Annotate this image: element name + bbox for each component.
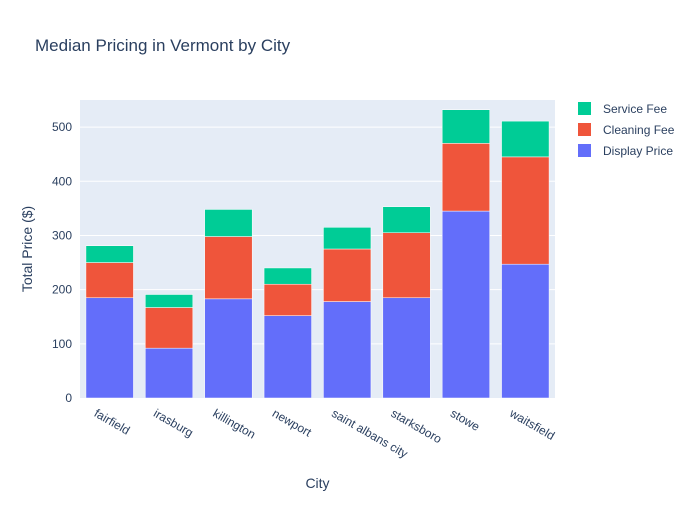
bar-cleaning-fee[interactable] (145, 307, 194, 349)
bar-service-fee[interactable] (323, 227, 372, 250)
bars (85, 109, 550, 399)
bar-service-fee[interactable] (145, 294, 194, 308)
legend-item[interactable]: Cleaning Fee (578, 123, 675, 137)
legend-swatch (578, 102, 591, 115)
bar-display-price[interactable] (501, 263, 550, 399)
bar-display-price[interactable] (441, 210, 490, 399)
x-tick-label: stowe (448, 406, 482, 434)
y-tick-label: 0 (65, 391, 72, 405)
x-tick-label: waitsfield (507, 406, 558, 443)
x-tick-label: fairfield (92, 406, 133, 437)
bar-cleaning-fee[interactable] (501, 156, 550, 265)
y-tick-label: 300 (52, 228, 72, 242)
x-tick-label: newport (270, 406, 315, 440)
legend-label: Service Fee (603, 102, 667, 116)
chart-title: Median Pricing in Vermont by City (35, 36, 291, 55)
bar-display-price[interactable] (204, 298, 253, 399)
x-tick-label: irasburg (151, 406, 196, 440)
bar-service-fee[interactable] (382, 206, 431, 233)
y-tick-label: 500 (52, 120, 72, 134)
legend-label: Cleaning Fee (603, 123, 675, 137)
bar-display-price[interactable] (382, 297, 431, 399)
y-tick-label: 100 (52, 337, 72, 351)
y-axis-ticks: 0 100 200 300 400 500 (52, 120, 72, 405)
bar-service-fee[interactable] (263, 267, 312, 285)
bar-service-fee[interactable] (204, 209, 253, 237)
bar-cleaning-fee[interactable] (204, 236, 253, 300)
legend-label: Display Price (603, 144, 673, 158)
legend-swatch (578, 123, 591, 136)
legend-swatch (578, 144, 591, 157)
bar-service-fee[interactable] (85, 245, 134, 263)
x-axis-ticks: fairfield irasburg killington newport saint … (92, 406, 557, 461)
legend[interactable]: Service Fee Cleaning Fee Display Price (578, 102, 675, 158)
legend-item[interactable]: Service Fee (578, 102, 667, 116)
x-tick-label: killington (211, 406, 258, 441)
bar-cleaning-fee[interactable] (441, 143, 490, 212)
bar-service-fee[interactable] (441, 109, 490, 144)
bar-service-fee[interactable] (501, 120, 550, 158)
bar-display-price[interactable] (85, 297, 134, 399)
bar-cleaning-fee[interactable] (323, 248, 372, 302)
legend-item[interactable]: Display Price (578, 144, 673, 158)
bar-cleaning-fee[interactable] (263, 283, 312, 316)
bar-display-price[interactable] (263, 315, 312, 399)
bar-display-price[interactable] (145, 347, 194, 399)
bar-cleaning-fee[interactable] (382, 232, 431, 299)
y-axis-label: Total Price ($) (19, 206, 35, 292)
y-tick-label: 400 (52, 174, 72, 188)
bar-display-price[interactable] (323, 301, 372, 399)
bar-cleaning-fee[interactable] (85, 262, 134, 299)
x-axis-label: City (305, 475, 329, 491)
y-tick-label: 200 (52, 283, 72, 297)
